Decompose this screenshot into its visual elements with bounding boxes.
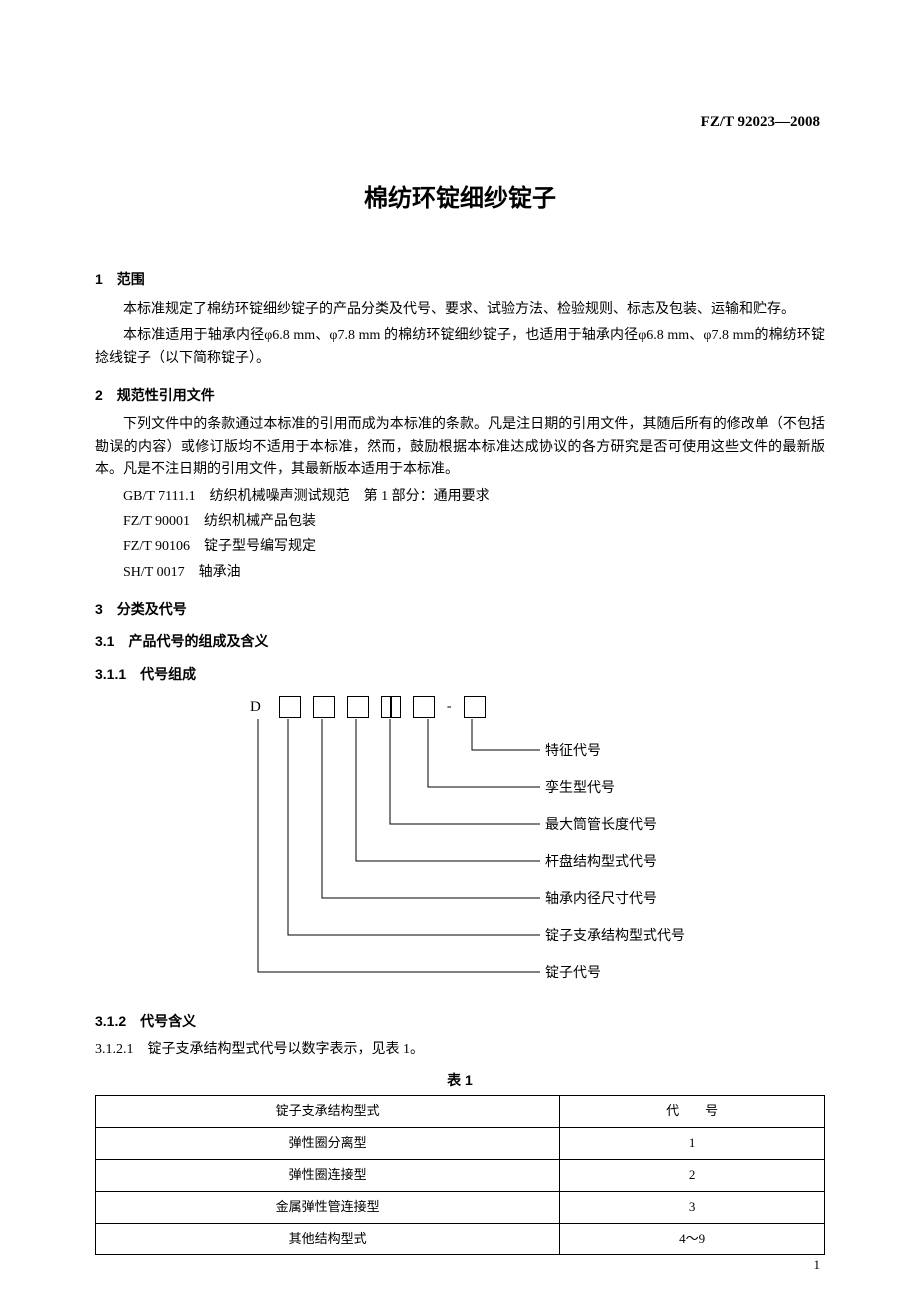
section-3-1-1-heading: 3.1.1 代号组成 xyxy=(95,663,825,685)
diagram-label: 锭子支承结构型式代号 xyxy=(545,926,685,948)
reference-line: FZ/T 90106 锭子型号编写规定 xyxy=(95,536,825,558)
table-1-caption: 表 1 xyxy=(95,1069,825,1091)
standard-code: FZ/T 92023—2008 xyxy=(701,110,820,134)
page: FZ/T 92023—2008 棉纺环锭细纱锭子 1 范围 本标准规定了棉纺环锭… xyxy=(0,0,920,1315)
reference-line: GB/T 7111.1 纺织机械噪声测试规范 第 1 部分：通用要求 xyxy=(95,486,825,508)
table-cell: 弹性圈连接型 xyxy=(96,1160,560,1192)
table-cell: 3 xyxy=(560,1191,825,1223)
table-row: 弹性圈连接型 2 xyxy=(96,1160,825,1192)
reference-line: SH/T 0017 轴承油 xyxy=(95,562,825,584)
table-1: 锭子支承结构型式 代 号 弹性圈分离型 1 弹性圈连接型 2 金属弹性管连接型 … xyxy=(95,1095,825,1255)
section-1-paragraph-2: 本标准适用于轴承内径φ6.8 mm、φ7.8 mm 的棉纺环锭细纱锭子，也适用于… xyxy=(95,325,825,370)
table-row: 弹性圈分离型 1 xyxy=(96,1128,825,1160)
diagram-label: 杆盘结构型式代号 xyxy=(545,852,657,874)
section-2-paragraph-1: 下列文件中的条款通过本标准的引用而成为本标准的条款。凡是注日期的引用文件，其随后… xyxy=(95,414,825,481)
diagram-label: 孪生型代号 xyxy=(545,778,615,800)
table-header-cell: 锭子支承结构型式 xyxy=(96,1096,560,1128)
section-1-paragraph-1: 本标准规定了棉纺环锭细纱锭子的产品分类及代号、要求、试验方法、检验规则、标志及包… xyxy=(95,299,825,321)
diagram-label: 最大筒管长度代号 xyxy=(545,815,657,837)
table-cell: 其他结构型式 xyxy=(96,1223,560,1255)
section-1-heading: 1 范围 xyxy=(95,268,825,290)
table-cell: 4～9 xyxy=(560,1223,825,1255)
diagram-label: 轴承内径尺寸代号 xyxy=(545,889,657,911)
code-composition-diagram: D - xyxy=(190,695,730,995)
table-header-row: 锭子支承结构型式 代 号 xyxy=(96,1096,825,1128)
table-cell: 弹性圈分离型 xyxy=(96,1128,560,1160)
reference-line: FZ/T 90001 纺织机械产品包装 xyxy=(95,511,825,533)
section-3-1-2-1-text: 3.1.2.1 锭子支承结构型式代号以数字表示，见表 1。 xyxy=(95,1039,825,1061)
section-2-heading: 2 规范性引用文件 xyxy=(95,384,825,406)
table-row: 金属弹性管连接型 3 xyxy=(96,1191,825,1223)
page-number: 1 xyxy=(814,1255,821,1276)
section-3-1-2-heading: 3.1.2 代号含义 xyxy=(95,1010,825,1032)
diagram-label: 特征代号 xyxy=(545,741,601,763)
document-title: 棉纺环锭细纱锭子 xyxy=(95,180,825,218)
diagram-label: 锭子代号 xyxy=(545,963,601,985)
section-3-1-heading: 3.1 产品代号的组成及含义 xyxy=(95,630,825,652)
table-header-cell: 代 号 xyxy=(560,1096,825,1128)
table-cell: 2 xyxy=(560,1160,825,1192)
diagram-connector-lines xyxy=(190,695,730,995)
table-row: 其他结构型式 4～9 xyxy=(96,1223,825,1255)
table-cell: 金属弹性管连接型 xyxy=(96,1191,560,1223)
table-cell: 1 xyxy=(560,1128,825,1160)
section-3-heading: 3 分类及代号 xyxy=(95,598,825,620)
